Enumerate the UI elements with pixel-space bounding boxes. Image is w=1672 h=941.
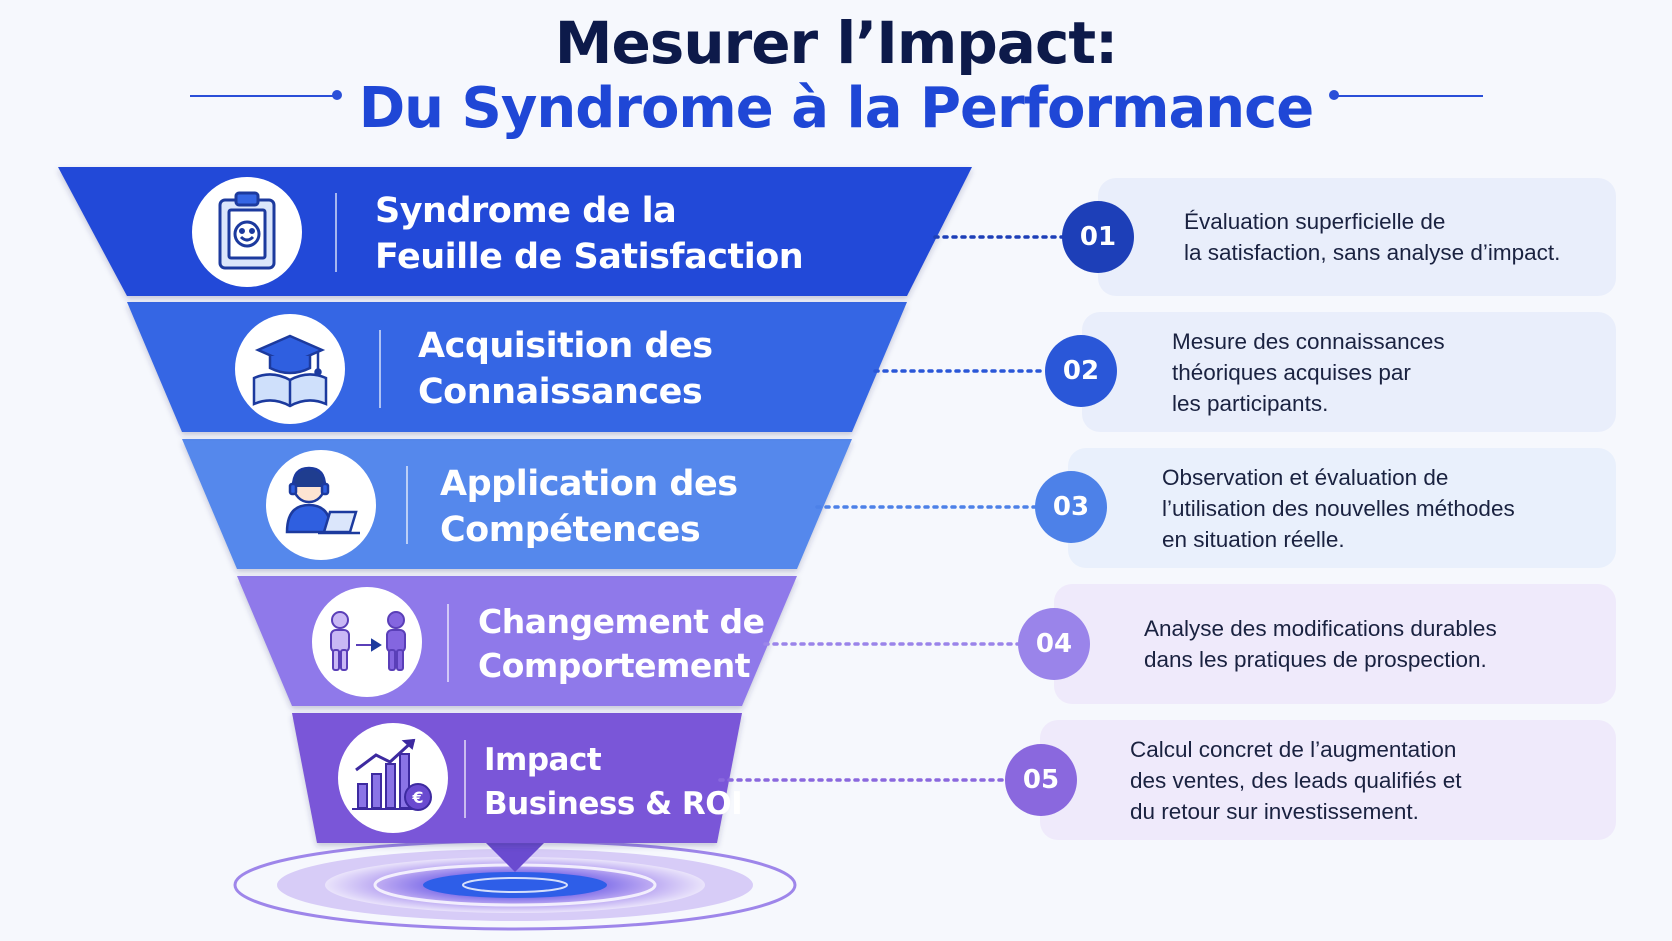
stage-badge-04: 04 — [1018, 608, 1090, 680]
stage-2-label: Acquisition des Connaissances — [418, 326, 713, 412]
title-divider-left-dot — [332, 90, 342, 100]
title-divider-right-dot — [1329, 90, 1339, 100]
person-laptop-icon — [285, 466, 360, 535]
svg-text:€: € — [411, 788, 423, 807]
description-card-03: Observation et évaluation de l’utilisatio… — [1068, 448, 1616, 568]
stage-5-label: Impact Business & ROI — [484, 742, 743, 822]
title-divider-right — [1335, 95, 1483, 97]
title-divider-left — [190, 95, 335, 97]
page-subtitle: Du Syndrome à la Performance — [358, 76, 1315, 141]
graduation-book-icon — [252, 334, 328, 408]
description-card-02: Mesure des connaissances théoriques acqui… — [1082, 312, 1616, 432]
page-title: Mesurer l’Impact: — [554, 9, 1119, 77]
stage-badge-05: 05 — [1005, 744, 1077, 816]
ripple-base — [233, 839, 797, 931]
stage-1-label: Syndrome de la Feuille de Satisfaction — [375, 191, 804, 277]
stage-badge-03: 03 — [1035, 471, 1107, 543]
description-card-04: Analyse des modifications durables dans l… — [1054, 584, 1616, 704]
description-card-05: Calcul concret de l’augmentation des vent… — [1040, 720, 1616, 840]
growth-chart-euro-icon: € — [352, 738, 432, 811]
stage-badge-01: 01 — [1062, 201, 1134, 273]
title-block: Mesurer l’Impact: Du Syndrome à la Perfo… — [0, 10, 1672, 142]
person-transform-icon — [330, 611, 406, 671]
stage-3-icon-circle — [266, 450, 376, 560]
clipboard-smiley-icon — [218, 191, 276, 270]
stage-3-label: Application des Compétences — [440, 464, 738, 550]
description-card-01: Évaluation superficielle de la satisfacti… — [1098, 178, 1616, 296]
funnel-tip — [485, 842, 545, 872]
stage-4-label: Changement de Comportement — [478, 602, 765, 685]
stage-badge-02: 02 — [1045, 335, 1117, 407]
